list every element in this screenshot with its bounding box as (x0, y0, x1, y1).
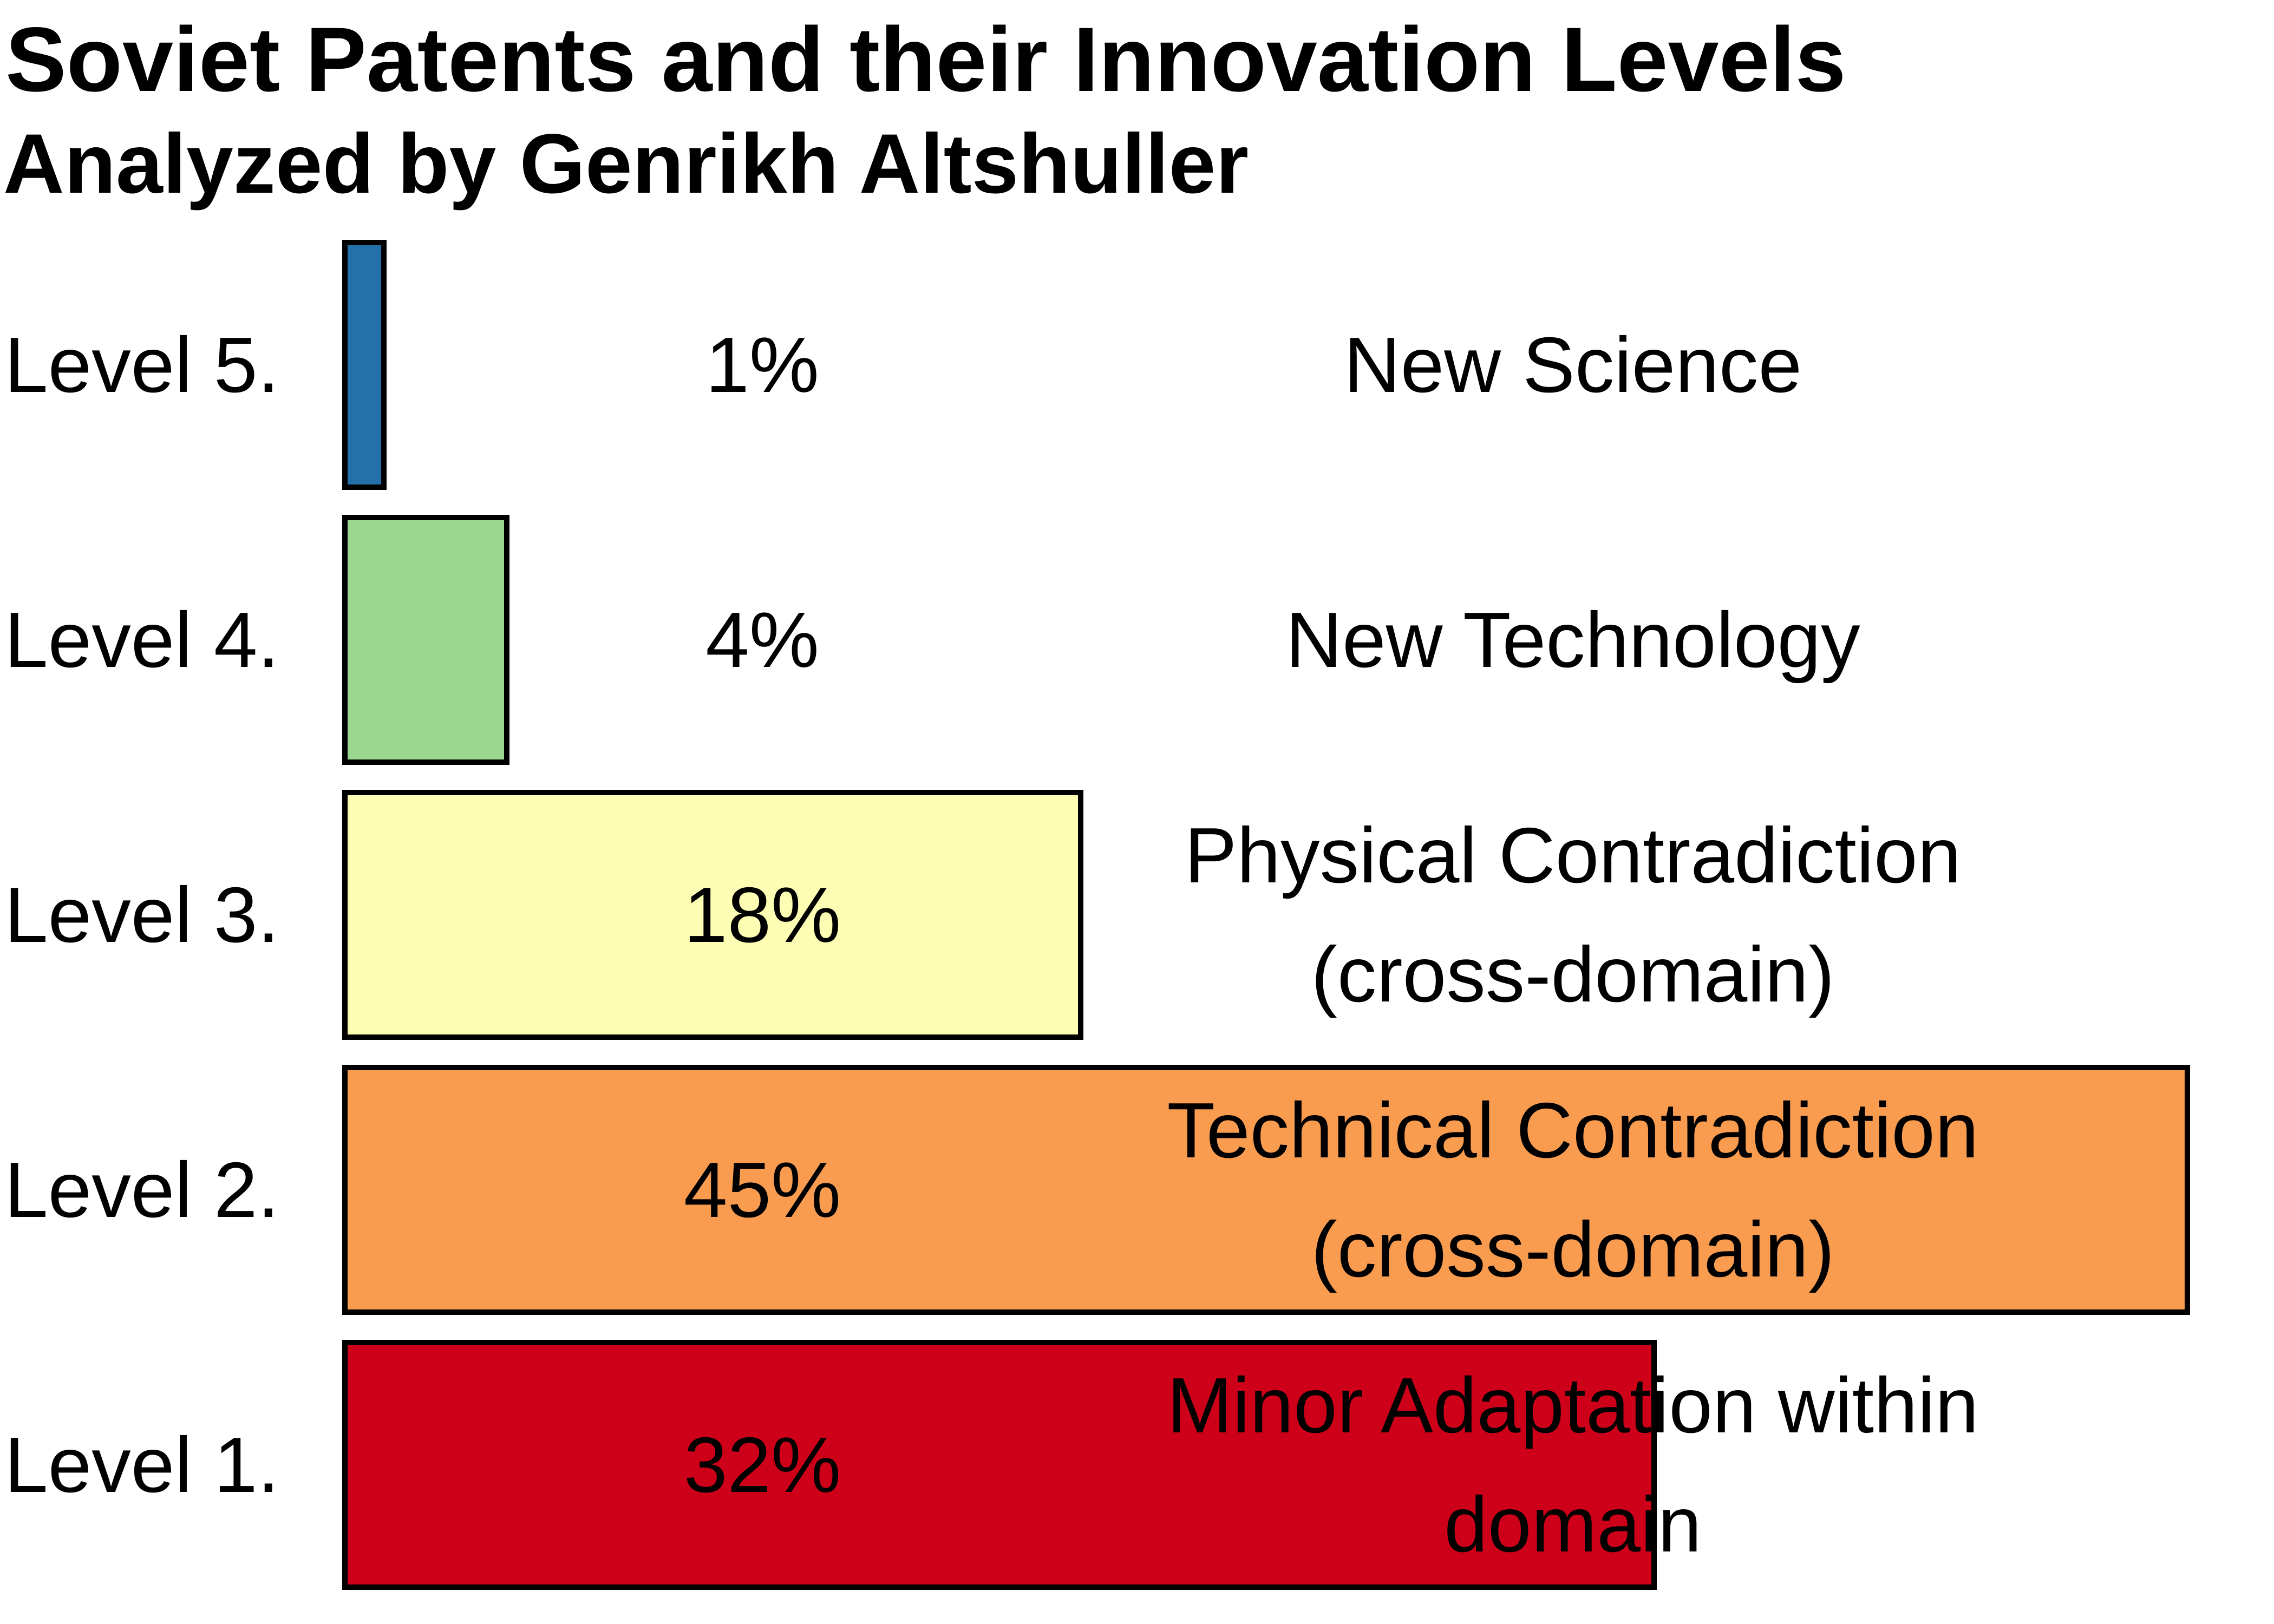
description-line: New Technology (1285, 596, 1860, 684)
level-label: Level 3. (4, 870, 279, 959)
chart-row: Level 3. 18% Physical Contradiction (cros… (0, 790, 2274, 1040)
description: Physical Contradiction (cross-domain) (1185, 790, 1962, 1040)
chart-row: Level 4. 4% New Technology (0, 515, 2274, 765)
description: Technical Contradiction (cross-domain) (1167, 1065, 1978, 1315)
chart-row: Level 2. 45% Technical Contradiction (cro… (0, 1065, 2274, 1315)
description-line: Physical Contradiction (1184, 811, 1962, 899)
description-line: Technical Contradiction (1167, 1086, 1979, 1174)
value-label: 18% (683, 870, 841, 959)
value-label: 1% (705, 320, 819, 409)
value-label: 4% (705, 595, 819, 684)
bar (342, 1340, 1657, 1590)
description: New Science (1344, 240, 1802, 490)
description-line: (cross-domain) (1311, 1206, 1835, 1293)
description-line: domain (1444, 1481, 1702, 1568)
description-line: (cross-domain) (1311, 931, 1835, 1018)
chart-title: Soviet Patents and their Innovation Leve… (5, 8, 1846, 110)
bar (342, 1065, 2190, 1315)
value-label: 32% (683, 1420, 841, 1509)
description-line: New Science (1343, 321, 1802, 409)
chart-row: Level 5. 1% New Science (0, 240, 2274, 490)
level-label: Level 4. (4, 595, 279, 684)
description-line: Minor Adaptation within (1167, 1361, 1979, 1449)
description: New Technology (1285, 515, 1860, 765)
bar (342, 790, 1083, 1040)
level-label: Level 1. (4, 1420, 279, 1509)
value-label: 45% (683, 1145, 841, 1234)
chart-subtitle: Analyzed by Genrikh Altshuller (3, 117, 1249, 211)
chart-row: Level 1. 32% Minor Adaptation within doma… (0, 1340, 2274, 1590)
level-label: Level 2. (4, 1145, 279, 1234)
level-label: Level 5. (4, 320, 279, 409)
bar (342, 240, 387, 490)
bar (342, 515, 509, 765)
description: Minor Adaptation within domain (1167, 1340, 1978, 1590)
